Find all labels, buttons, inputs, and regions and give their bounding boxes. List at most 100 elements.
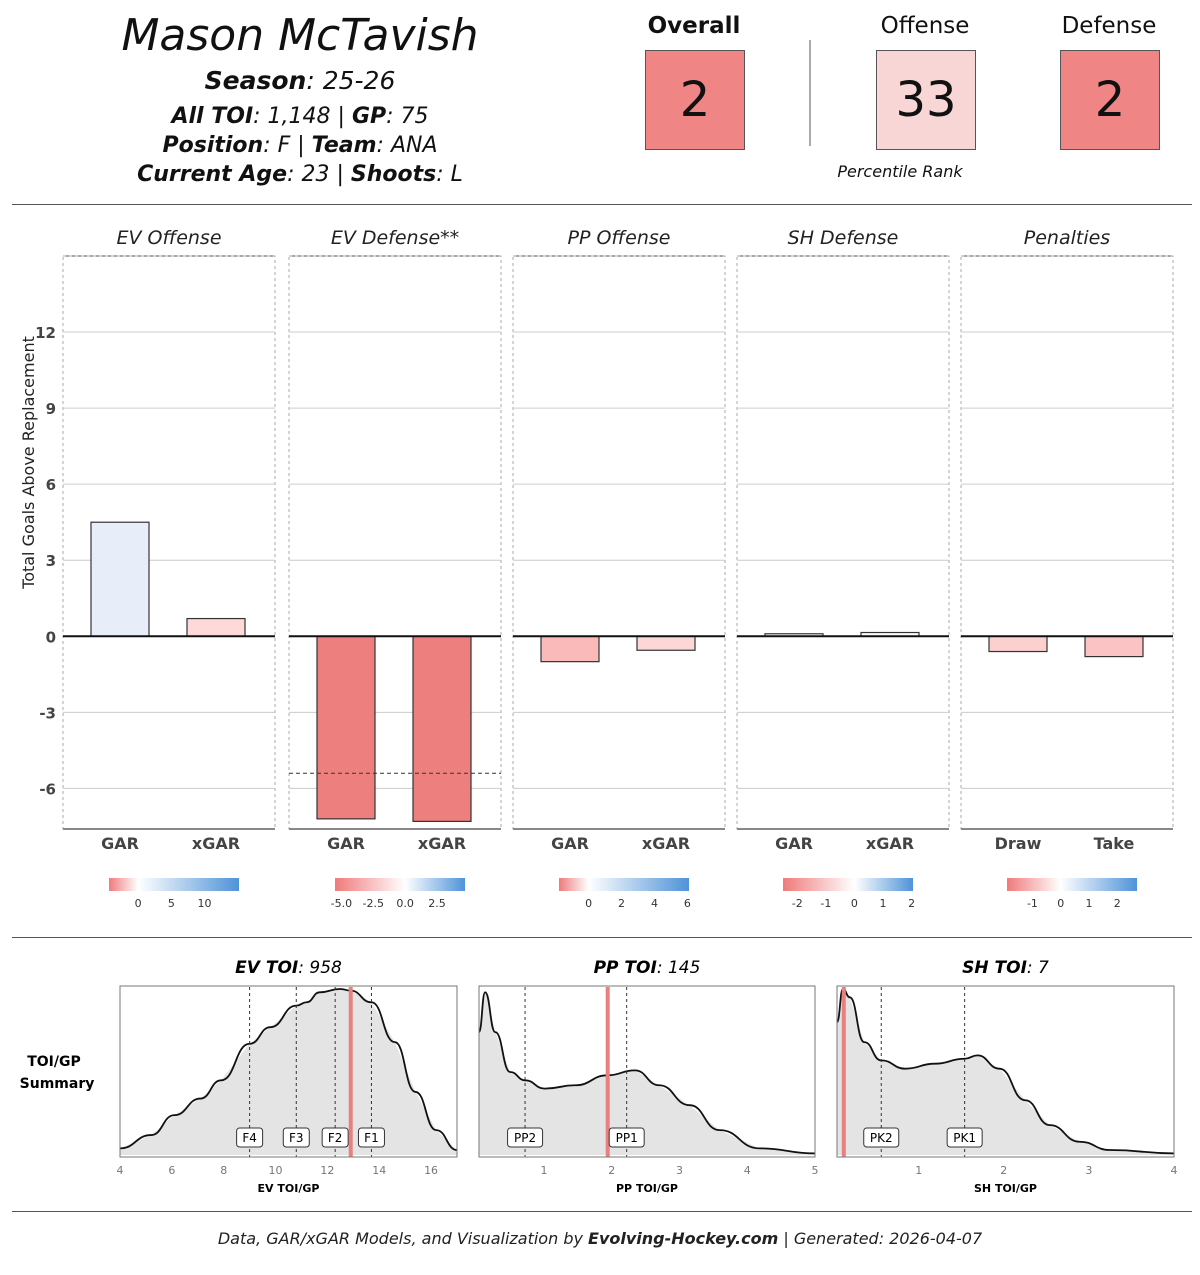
legend-tick-label: 0 — [851, 897, 858, 910]
bar-xgar — [636, 635, 696, 651]
x-tick-label: Take — [1094, 834, 1135, 853]
tier-label-box — [236, 1127, 264, 1148]
x-tick-label: xGAR — [192, 834, 240, 853]
density-title-sep: : — [298, 958, 309, 978]
legend-tick-label: 2 — [908, 897, 915, 910]
shoots-label: Shoots — [350, 162, 437, 187]
player-name: Mason McTavish — [121, 10, 479, 61]
density-title-sep: : — [1027, 958, 1038, 978]
tier-label: PK1 — [953, 1131, 976, 1145]
percentile-caption: Percentile Rank — [837, 162, 963, 181]
legend-tick-label: 2.5 — [428, 897, 446, 910]
x-tick-label: GAR — [101, 834, 139, 853]
gp-value: 75 — [400, 104, 429, 129]
legend-tick-label: 0.0 — [396, 897, 414, 910]
bar-take — [1084, 635, 1144, 658]
y-tick-label: -3 — [39, 704, 56, 722]
tier-label: F4 — [242, 1131, 257, 1145]
legend-tick-label: 1 — [1085, 897, 1092, 910]
density-curve — [119, 988, 458, 1151]
x-tick-label: 8 — [220, 1164, 227, 1177]
legend-tick-label: 0 — [1057, 897, 1064, 910]
density-title: SH TOI: 7 — [962, 958, 1049, 978]
x-tick-label: 6 — [168, 1164, 175, 1177]
x-tick-label: 3 — [1085, 1164, 1092, 1177]
y-tick-label: -6 — [39, 780, 56, 798]
legend-tick-label: -1 — [1027, 897, 1038, 910]
y-tick-label: 12 — [35, 324, 56, 342]
x-tick-label: 2 — [608, 1164, 615, 1177]
x-tick-label: 10 — [269, 1164, 283, 1177]
y-tick-label: 6 — [46, 476, 56, 494]
tier-label-box — [507, 1127, 544, 1148]
tier-label-box — [863, 1127, 900, 1148]
x-tick-label: 1 — [915, 1164, 922, 1177]
tier-label: PP2 — [514, 1131, 536, 1145]
toi-value: 1,148 — [267, 104, 331, 129]
density-title-label: SH TOI — [962, 958, 1027, 978]
tier-label: F1 — [364, 1131, 379, 1145]
legend-tick-label: 2 — [618, 897, 625, 910]
bar-gar — [90, 521, 150, 637]
season-value: 25-26 — [322, 66, 396, 95]
color-legend-bar — [1007, 878, 1137, 891]
x-tick-label: 4 — [744, 1164, 751, 1177]
legend-tick-label: 1 — [880, 897, 887, 910]
position-line: Position: F | Team: ANA — [162, 133, 438, 158]
legend-tick-label: 10 — [198, 897, 212, 910]
density-title-value: 7 — [1038, 958, 1049, 978]
density-area — [479, 992, 815, 1155]
x-tick-label: GAR — [327, 834, 365, 853]
color-legend-bar — [559, 878, 689, 891]
legend-tick-label: -1 — [820, 897, 831, 910]
density-title-value: 958 — [309, 958, 342, 978]
color-legend-bar — [783, 878, 913, 891]
bar-gar — [316, 635, 376, 820]
density-title-label: PP TOI — [594, 958, 657, 978]
divider-mid — [12, 937, 1192, 938]
x-tick-label: xGAR — [642, 834, 690, 853]
x-axis-title: SH TOI/GP — [974, 1182, 1037, 1195]
tier-label-box — [946, 1127, 983, 1148]
overall-percentile-box: 2 — [645, 50, 745, 150]
season-label: Season — [204, 66, 307, 95]
divider-bottom — [12, 1211, 1192, 1212]
density-panel-border — [119, 985, 458, 1158]
x-tick-label: 4 — [117, 1164, 124, 1177]
shoots-value: L — [450, 162, 463, 187]
x-tick-label: 4 — [1171, 1164, 1178, 1177]
bar-gar — [540, 635, 600, 663]
facet-panel-border — [960, 255, 1174, 830]
percentile-divider — [809, 40, 811, 146]
facet-title: PP Offense — [568, 227, 671, 249]
facet-panel-border — [736, 255, 950, 830]
legend-tick-label: -2.5 — [363, 897, 384, 910]
footer-credit: Data, GAR/xGAR Models, and Visualization… — [0, 1229, 1200, 1248]
density-title-value: 145 — [668, 958, 700, 978]
tier-label: F2 — [328, 1131, 343, 1145]
position-value: F — [277, 133, 291, 158]
toi-line: All TOI: 1,148 | GP: 75 — [171, 104, 429, 129]
offense-percentile-box: 33 — [876, 50, 976, 150]
footer-brand: Evolving-Hockey.com — [588, 1229, 779, 1248]
position-label: Position — [162, 133, 264, 158]
footer-prefix: Data, GAR/xGAR Models, and Visualization… — [217, 1229, 589, 1248]
tier-label: PK2 — [870, 1131, 893, 1145]
row-label: Summary — [20, 1076, 95, 1092]
x-axis-title: PP TOI/GP — [616, 1182, 678, 1195]
x-tick-label: GAR — [551, 834, 589, 853]
divider-top — [12, 204, 1192, 205]
bar-draw — [988, 635, 1048, 653]
age-label: Current Age — [137, 162, 288, 187]
y-tick-label: 3 — [46, 552, 56, 570]
density-area — [120, 989, 457, 1155]
legend-tick-label: 0 — [135, 897, 142, 910]
y-tick-label: 9 — [46, 400, 56, 418]
x-tick-label: xGAR — [418, 834, 466, 853]
team-value: ANA — [390, 133, 438, 158]
density-curve — [836, 988, 1175, 1155]
tier-label-box — [608, 1127, 645, 1148]
facet-panel-border — [512, 255, 726, 830]
